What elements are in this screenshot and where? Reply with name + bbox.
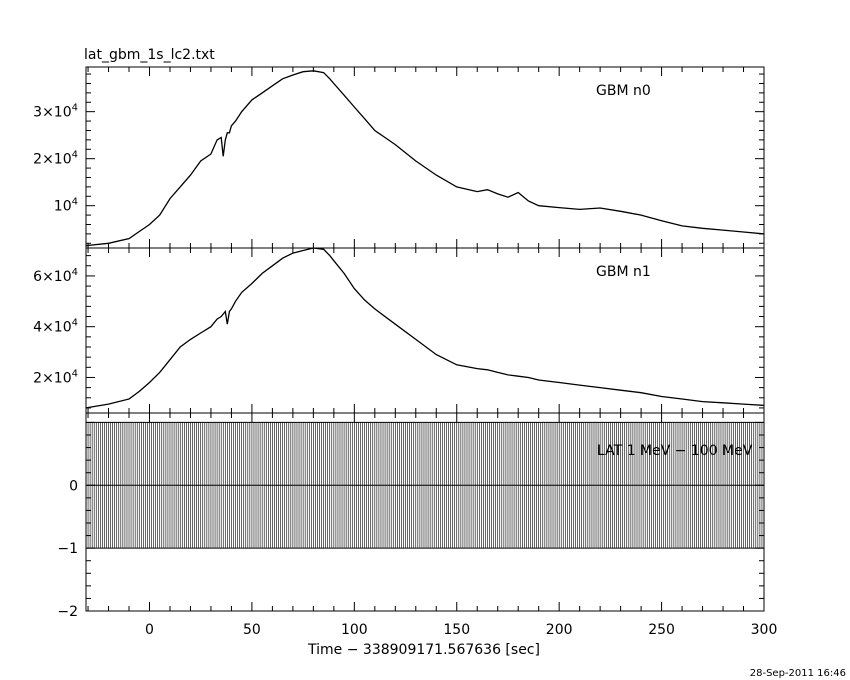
x-tick-label: 150 xyxy=(443,622,470,638)
y-tick-label: 2×104 xyxy=(33,150,78,168)
panel-2: 2×104 4×104 6×104 GBM n1 xyxy=(33,247,765,414)
x-tick-label: 250 xyxy=(648,622,675,638)
y-tick-label: −1 xyxy=(57,541,78,557)
footer-date: 28-Sep-2011 16:46 xyxy=(750,668,846,679)
x-tick-label: 0 xyxy=(145,622,154,638)
y-tick-label: 4×104 xyxy=(33,318,78,336)
panel-frame xyxy=(85,247,765,414)
x-axis-label: Time − 338909171.567636 [sec] xyxy=(307,642,540,658)
series-line xyxy=(85,247,765,409)
x-tick-label: 300 xyxy=(751,622,778,638)
series-line xyxy=(85,70,765,247)
panel-3: −2 −1 0 LAT 1 MeV − 100 MeV 0 50 100 150 200 250 3… xyxy=(57,412,778,638)
y-tick-label: −2 xyxy=(57,604,78,620)
x-tick-label: 100 xyxy=(341,622,368,638)
y-tick-label: 6×104 xyxy=(33,267,78,285)
panel-label: GBM n1 xyxy=(596,264,651,280)
panel-1: 104 2×104 3×104 GBM n0 xyxy=(33,66,765,249)
chart-title: lat_gbm_1s_lc2.txt xyxy=(84,47,215,63)
y-tick-label: 2×104 xyxy=(33,368,78,386)
panel-label: LAT 1 MeV − 100 MeV xyxy=(597,443,753,459)
y-tick-label: 3×104 xyxy=(33,103,78,121)
x-tick-label: 200 xyxy=(546,622,573,638)
y-tick-label: 0 xyxy=(69,478,78,494)
y-tick-label: 104 xyxy=(54,197,78,215)
panel-label: GBM n0 xyxy=(596,83,651,99)
x-tick-label: 50 xyxy=(243,622,261,638)
